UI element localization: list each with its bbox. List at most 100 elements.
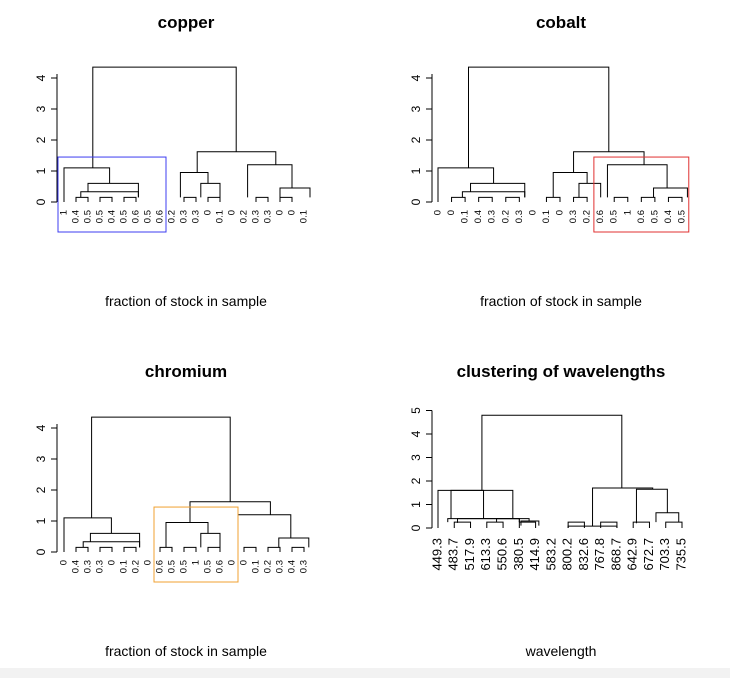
leaf-label: 735.5 [673, 538, 688, 571]
leaf-label: 0.3 [191, 210, 202, 223]
dendrogram-link [655, 512, 680, 523]
dendrogram-link [567, 521, 585, 528]
panel-chromium: chromium fraction of stock in sample 0 1 2… [34, 362, 310, 659]
dendrogram-link [481, 414, 623, 491]
leaf-label: 832.6 [576, 538, 591, 571]
leaf-label: 380.5 [511, 538, 526, 571]
dendrogram-link [451, 196, 466, 202]
leaf-label: 583.2 [543, 538, 558, 571]
dendrogram-link [183, 546, 197, 552]
dendrogram-link [470, 182, 526, 198]
chart-title-wavelengths: clustering of wavelengths [457, 362, 666, 381]
leaf-label: 0 [287, 210, 298, 215]
leaf-label: 0.4 [663, 210, 674, 223]
dendrogram-link [207, 196, 221, 202]
leaf-label: 0.5 [677, 210, 688, 223]
dendrogram-link [635, 488, 668, 524]
dendrogram-link [552, 172, 588, 198]
dendrogram-link [183, 196, 197, 202]
dendrogram-link [567, 525, 618, 528]
y-tick-label: 5 [409, 407, 423, 414]
leaf-label: 0.2 [131, 560, 142, 573]
bottom-edge [0, 668, 730, 678]
leaf-label: 672.7 [641, 538, 656, 571]
dendrogram-link [63, 167, 111, 202]
leaf-label: 0.2 [500, 210, 511, 223]
leaf-label: 0.5 [83, 210, 94, 223]
dendrogram-link [75, 546, 89, 552]
dendrogram-link [653, 187, 688, 198]
dendrogram-link [457, 518, 520, 523]
leaf-label: 0.4 [71, 560, 82, 573]
dendrogram-link [606, 164, 668, 198]
leaf-label: 0 [555, 210, 566, 215]
dendrogram-link [80, 191, 139, 198]
leaf-label: 0.4 [473, 210, 484, 223]
dendrogram-link [87, 182, 139, 198]
leaf-label: 0.1 [541, 210, 552, 223]
y-tick-label: 2 [409, 477, 423, 484]
leaf-label: 1 [191, 560, 202, 565]
dendrogram-link [165, 522, 209, 548]
leaf-label: 0.3 [487, 210, 498, 223]
dendrogram-link [667, 196, 683, 202]
leaf-label: 0.2 [263, 560, 274, 573]
leaf-label: 0.6 [131, 210, 142, 223]
dendrogram-link [505, 196, 520, 202]
dendrogram-link [123, 546, 137, 552]
dendrogram-link [520, 520, 540, 526]
dendrogram-link [63, 517, 112, 552]
leaf-label: 0.1 [299, 210, 310, 223]
chart-title-cobalt: cobalt [536, 13, 586, 32]
leaf-label: 0.3 [514, 210, 525, 223]
y-tick-label: 1 [34, 167, 48, 174]
leaf-label: 0.4 [71, 210, 82, 223]
y-tick-label: 0 [34, 198, 48, 205]
leaf-label: 0.1 [460, 210, 471, 223]
highlight-box [57, 156, 167, 233]
dendrogram-link [450, 489, 514, 519]
dendrogram-link [200, 532, 221, 548]
panel-copper: copper fraction of stock in sample 0 1 2 3 4… [34, 13, 311, 309]
y-tick-label: 4 [34, 74, 48, 81]
leaf-label: 642.9 [625, 538, 640, 571]
leaf-label: 0.6 [636, 210, 647, 223]
y-tick-label: 3 [409, 454, 423, 461]
y-tick-label: 3 [409, 105, 423, 112]
y-tick-label: 2 [34, 486, 48, 493]
y-tick-label: 3 [34, 105, 48, 112]
x-axis-label-copper: fraction of stock in sample [105, 293, 267, 309]
leaf-label: 0.3 [251, 210, 262, 223]
y-tick-label: 1 [409, 167, 423, 174]
leaf-label: 0 [433, 210, 444, 215]
leaf-label: 800.2 [560, 538, 575, 571]
dendrogram-link [578, 182, 602, 198]
leaf-label: 517.9 [462, 538, 477, 571]
leaf-label: 0.5 [119, 210, 130, 223]
dendrogram-link [468, 66, 610, 168]
dendrogram-link [640, 196, 656, 202]
panel-wavelengths: clustering of wavelengths wavelength 0 1 2… [409, 362, 688, 659]
leaf-label: 868.7 [608, 538, 623, 571]
y-tick-label: 4 [409, 430, 423, 437]
leaf-label: 0.5 [143, 210, 154, 223]
leaf-label: 0 [239, 560, 250, 565]
leaf-label: 0.6 [595, 210, 606, 223]
leaf-label: 0.2 [239, 210, 250, 223]
x-axis-label-cobalt: fraction of stock in sample [480, 293, 642, 309]
dendrogram-link [200, 182, 221, 198]
leaf-label: 767.8 [592, 538, 607, 571]
y-tick-label: 1 [34, 517, 48, 524]
leaf-label: 0.5 [649, 210, 660, 223]
dendrogram-link [592, 487, 654, 527]
leaf-label: 0 [275, 210, 286, 215]
leaf-label: 0 [227, 210, 238, 215]
dendrogram-link [99, 196, 113, 202]
dendrogram-link [92, 66, 237, 168]
highlight-box [593, 156, 690, 233]
leaf-label: 0.4 [107, 210, 118, 223]
dendrogram-link [75, 196, 89, 202]
dendrogram-link [267, 546, 281, 552]
